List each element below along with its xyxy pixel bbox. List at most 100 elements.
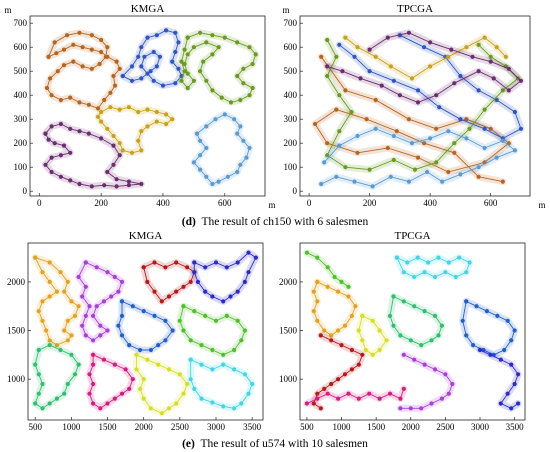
- data-point: [117, 153, 122, 158]
- data-point: [238, 124, 243, 129]
- data-point: [253, 52, 258, 57]
- data-point: [40, 299, 45, 304]
- data-point: [177, 372, 182, 377]
- data-point: [428, 40, 433, 45]
- data-point: [474, 304, 479, 309]
- data-point: [221, 352, 226, 357]
- data-point: [394, 129, 399, 134]
- data-point: [318, 406, 323, 411]
- data-point: [105, 45, 110, 50]
- data-point: [370, 318, 375, 323]
- data-point: [198, 69, 203, 74]
- data-point: [360, 313, 365, 318]
- data-point: [182, 61, 187, 67]
- data-point: [500, 138, 505, 143]
- data-point: [102, 97, 107, 103]
- x-tick-label: 500: [28, 422, 42, 432]
- series-halo: [133, 351, 191, 417]
- data-point: [325, 37, 330, 43]
- data-point: [164, 112, 169, 117]
- series-line: [327, 32, 522, 103]
- data-point: [495, 313, 500, 318]
- data-point: [105, 126, 110, 131]
- data-point: [458, 172, 463, 177]
- data-point: [185, 71, 190, 76]
- data-point: [91, 401, 96, 406]
- data-point: [61, 143, 67, 148]
- data-point: [185, 265, 190, 270]
- data-point: [102, 183, 107, 188]
- data-point: [246, 250, 251, 255]
- series-halo: [396, 351, 456, 412]
- data-point: [129, 64, 135, 69]
- data-point: [247, 145, 252, 151]
- data-point: [163, 318, 168, 323]
- data-point: [467, 126, 472, 131]
- series-halo: [176, 302, 249, 359]
- data-point: [406, 30, 411, 35]
- data-point: [315, 279, 320, 284]
- y-tick-label: 300: [284, 114, 298, 124]
- series-line: [326, 39, 519, 171]
- data-point: [222, 35, 227, 40]
- data-point: [36, 309, 41, 314]
- data-point: [210, 294, 215, 299]
- data-point: [477, 347, 483, 353]
- data-point: [192, 386, 197, 391]
- data-point: [250, 381, 255, 387]
- data-point: [89, 47, 94, 52]
- data-point: [406, 179, 411, 184]
- data-point: [126, 183, 131, 188]
- data-point: [139, 148, 144, 153]
- data-point: [221, 362, 226, 367]
- data-point: [377, 328, 382, 333]
- series-line: [479, 349, 519, 409]
- data-point: [336, 289, 341, 294]
- data-point: [91, 381, 96, 387]
- data-point: [134, 352, 139, 357]
- data-point: [83, 284, 88, 289]
- data-point: [139, 181, 144, 187]
- data-point: [188, 377, 193, 382]
- data-point: [129, 150, 135, 155]
- data-point: [65, 381, 70, 387]
- data-point: [512, 109, 518, 115]
- y-tick-label: 300: [14, 114, 28, 124]
- data-point: [346, 391, 351, 396]
- data-point: [156, 362, 161, 367]
- data-point: [54, 343, 60, 348]
- x-tick-label: 1500: [367, 422, 386, 432]
- data-point: [148, 406, 153, 411]
- data-point: [370, 184, 375, 189]
- plot-frame: [299, 242, 526, 421]
- data-point: [406, 117, 411, 122]
- x-tick-label: 200: [363, 198, 377, 208]
- data-point: [391, 294, 396, 299]
- data-point: [322, 160, 327, 165]
- data-point: [112, 83, 118, 88]
- data-point: [101, 299, 106, 304]
- data-point: [195, 279, 200, 284]
- x-tick-label: 1000: [333, 422, 352, 432]
- data-point: [235, 169, 240, 175]
- data-point: [80, 45, 85, 50]
- data-point: [434, 93, 439, 98]
- series-halo: [114, 297, 177, 354]
- panel-title: KMGA: [129, 230, 163, 242]
- data-point: [105, 270, 110, 275]
- data-point: [154, 109, 159, 115]
- x-tick-label: 0: [307, 198, 312, 208]
- data-point: [219, 95, 224, 100]
- data-point: [136, 138, 141, 143]
- data-point: [415, 155, 421, 160]
- data-point: [198, 167, 203, 172]
- data-point: [182, 69, 187, 74]
- data-point: [72, 313, 78, 318]
- data-point: [482, 145, 487, 151]
- data-point: [346, 294, 351, 299]
- data-point: [384, 338, 389, 343]
- data-point: [377, 396, 382, 401]
- data-point: [139, 64, 144, 69]
- data-point: [228, 294, 233, 299]
- data-point: [505, 318, 510, 323]
